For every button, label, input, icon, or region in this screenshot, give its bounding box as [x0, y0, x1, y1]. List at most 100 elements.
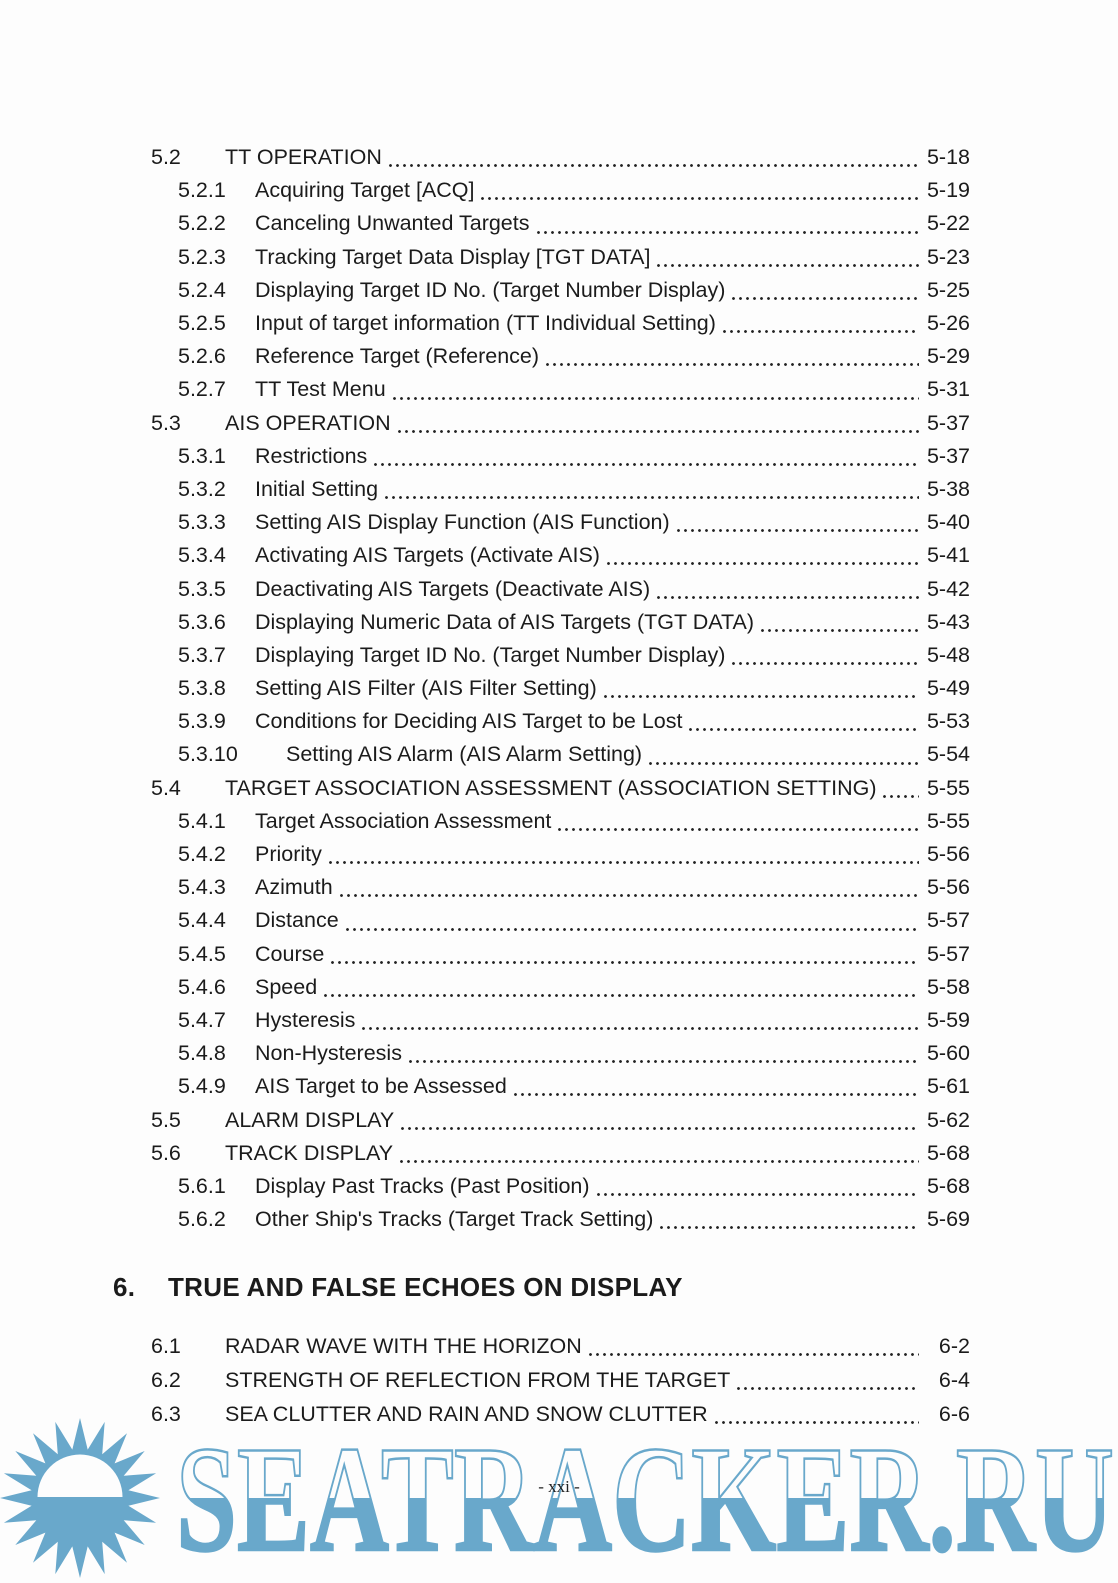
toc-entry-title: SEA CLUTTER AND RAIN AND SNOW CLUTTER	[225, 1401, 708, 1426]
toc-entry[interactable]: 5.3.9 Conditions for Deciding AIS Target…	[178, 705, 970, 739]
toc-entry-title: Distance	[255, 908, 339, 933]
dot-leader-icon	[730, 638, 919, 672]
dot-leader-icon	[383, 472, 919, 507]
toc-entry[interactable]: 5.4.3 Azimuth 5-56	[178, 871, 970, 905]
toc-entry[interactable]: 5.3.10 Setting AIS Alarm (AIS Alarm Sett…	[178, 738, 970, 772]
toc-entry[interactable]: 5.2.6 Reference Target (Reference) 5-29	[178, 340, 970, 374]
toc-entry-number: 5.3.5	[178, 576, 226, 601]
toc-entry-number: 6.2	[151, 1367, 181, 1392]
dot-leader-icon	[881, 771, 919, 805]
toc-entry[interactable]: 6.2 STRENGTH OF REFLECTION FROM THE TARG…	[151, 1363, 970, 1398]
toc-entry[interactable]: 5.4.1 Target Association Assessment 5-55	[178, 804, 970, 838]
dot-leader-icon	[398, 1136, 919, 1170]
toc-entry-page: 5-25	[926, 277, 970, 302]
toc-entry-number: 5.4.2	[178, 842, 226, 867]
dot-leader-icon	[594, 1169, 919, 1203]
toc-entry[interactable]: 5.4.7 Hysteresis 5-59	[178, 1003, 970, 1038]
toc-entry-title: Setting AIS Filter (AIS Filter Setting)	[255, 676, 597, 701]
toc-entry-page: 6-4	[938, 1367, 970, 1392]
dot-leader-icon	[735, 1363, 919, 1398]
toc-entry-title: Conditions for Deciding AIS Target to be…	[255, 709, 683, 734]
toc-entry-number: 6.3	[151, 1401, 181, 1426]
toc-entry[interactable]: 5.4.5 Course 5-57	[178, 937, 970, 971]
toc-entry[interactable]: 5.2.2 Canceling Unwanted Targets 5-22	[178, 207, 970, 241]
dot-leader-icon	[687, 705, 919, 739]
toc-entry[interactable]: 6.1 RADAR WAVE WITH THE HORIZON 6-2	[151, 1329, 970, 1364]
dot-leader-icon	[372, 439, 919, 473]
toc-entry-page: 5-68	[926, 1173, 970, 1198]
dot-leader-icon	[658, 1203, 919, 1237]
toc-entry-page: 5-29	[926, 344, 970, 369]
toc-entry-page: 5-61	[926, 1074, 970, 1099]
toc-entry[interactable]: 5.2.5 Input of target information (TT In…	[178, 306, 970, 341]
toc-entry[interactable]: 5.3.2 Initial Setting 5-38	[178, 472, 970, 507]
toc-entry[interactable]: 5.3.5 Deactivating AIS Targets (Deactiva…	[178, 572, 970, 606]
toc-entry-number: 5.2.7	[178, 377, 226, 402]
toc-entry[interactable]: 5.6.1 Display Past Tracks (Past Position…	[178, 1169, 970, 1203]
toc-entry-title: RADAR WAVE WITH THE HORIZON	[225, 1333, 582, 1358]
toc-entry-number: 5.4.8	[178, 1041, 226, 1066]
toc-entry[interactable]: 5.2.4 Displaying Target ID No. (Target N…	[178, 273, 970, 307]
toc-entry-title: Initial Setting	[255, 476, 379, 501]
toc-entry[interactable]: 5.2.1 Acquiring Target [ACQ] 5-19	[178, 174, 970, 208]
toc-entry-title: ALARM DISPLAY	[225, 1107, 395, 1132]
dot-leader-icon	[720, 306, 919, 341]
toc-entry-title: TT Test Menu	[255, 377, 386, 402]
dot-leader-icon	[479, 174, 919, 208]
toc-entry-page: 5-58	[926, 974, 970, 999]
dot-leader-icon	[406, 1037, 919, 1071]
dot-leader-icon	[556, 804, 919, 838]
toc-entry-title: Restrictions	[255, 443, 368, 468]
toc-entry[interactable]: 5.3.4 Activating AIS Targets (Activate A…	[178, 539, 970, 573]
toc-entry[interactable]: 5.2.3 Tracking Target Data Display [TGT …	[178, 240, 970, 274]
toc-entry[interactable]: 5.3 AIS OPERATION 5-37	[151, 406, 970, 440]
toc-entry-number: 5.2.5	[178, 311, 226, 336]
toc-entry-page: 5-49	[926, 676, 970, 701]
toc-entry-number: 5.3.6	[178, 609, 226, 634]
dot-leader-icon	[343, 904, 919, 938]
toc-entry-page: 5-48	[926, 642, 970, 667]
dot-leader-icon	[655, 240, 919, 274]
toc-entry[interactable]: 5.2 TT OPERATION 5-18	[151, 141, 970, 175]
dot-leader-icon	[395, 406, 919, 440]
toc-entry[interactable]: 5.3.3 Setting AIS Display Function (AIS …	[178, 506, 970, 540]
toc-entry[interactable]: 5.3.1 Restrictions 5-37	[178, 439, 970, 473]
toc-entry[interactable]: 5.6.2 Other Ship's Tracks (Target Track …	[178, 1203, 970, 1237]
toc-entry-title: Target Association Assessment	[255, 808, 552, 833]
toc-entry-title: Course	[255, 941, 325, 966]
toc-entry-page: 5-62	[926, 1107, 970, 1132]
toc-entry[interactable]: 5.4.4 Distance 5-57	[178, 904, 970, 938]
toc-entry[interactable]: 5.4 TARGET ASSOCIATION ASSESSMENT (ASSOC…	[151, 771, 970, 805]
toc-entry[interactable]: 5.6 TRACK DISPLAY 5-68	[151, 1136, 970, 1170]
toc-entry-page: 5-57	[926, 941, 970, 966]
toc-entry-title: TT OPERATION	[225, 145, 382, 170]
toc-entry[interactable]: 5.4.9 AIS Target to be Assessed 5-61	[178, 1070, 970, 1104]
toc-entry[interactable]: 5.4.6 Speed 5-58	[178, 970, 970, 1004]
toc-entry-title: Setting AIS Display Function (AIS Functi…	[255, 510, 670, 535]
toc-entry-title: AIS Target to be Assessed	[255, 1074, 507, 1099]
toc-entry[interactable]: 5.2.7 TT Test Menu 5-31	[178, 373, 970, 407]
dot-leader-icon	[544, 340, 919, 374]
toc-entry-number: 5.3.3	[178, 510, 226, 535]
toc-entry-title: Displaying Target ID No. (Target Number …	[255, 642, 726, 667]
toc-entry[interactable]: 6.3 SEA CLUTTER AND RAIN AND SNOW CLUTTE…	[151, 1397, 970, 1432]
toc-entry-number: 5.5	[151, 1107, 181, 1132]
toc-entry-page: 5-18	[926, 145, 970, 170]
toc-entry-page: 5-26	[926, 311, 970, 336]
toc-entry-title: Displaying Target ID No. (Target Number …	[255, 277, 726, 302]
toc-entry-page: 5-69	[926, 1207, 970, 1232]
toc-entry[interactable]: 5.3.8 Setting AIS Filter (AIS Filter Set…	[178, 672, 970, 706]
toc-entry-title: Input of target information (TT Individu…	[255, 311, 716, 336]
toc-entry-page: 5-40	[926, 510, 970, 535]
toc-entry[interactable]: 5.5 ALARM DISPLAY 5-62	[151, 1103, 970, 1137]
toc-entry-number: 5.4.9	[178, 1074, 226, 1099]
dot-leader-icon	[329, 937, 919, 971]
toc-entry[interactable]: 5.4.8 Non-Hysteresis 5-60	[178, 1037, 970, 1071]
toc-entry-number: 5.3.7	[178, 642, 226, 667]
toc-entry-number: 5.2	[151, 145, 181, 170]
toc-entry-number: 5.4	[151, 775, 181, 800]
toc-entry[interactable]: 5.3.6 Displaying Numeric Data of AIS Tar…	[178, 605, 970, 639]
toc-entry[interactable]: 5.4.2 Priority 5-56	[178, 837, 970, 872]
toc-entry-page: 5-38	[926, 476, 970, 501]
toc-entry[interactable]: 5.3.7 Displaying Target ID No. (Target N…	[178, 638, 970, 672]
